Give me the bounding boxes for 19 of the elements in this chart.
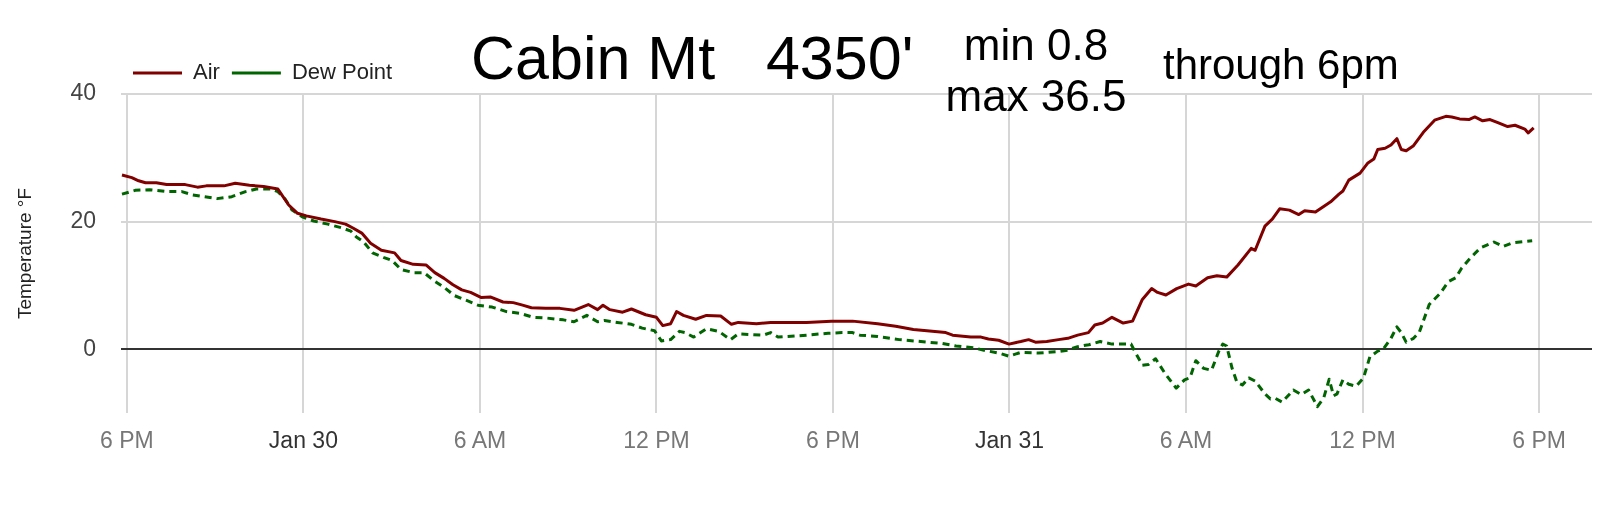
chart-title: Cabin Mt 4350' <box>471 24 914 92</box>
chart-subtitle: through 6pm <box>1163 41 1399 88</box>
x-tick-label: 12 PM <box>1329 427 1396 454</box>
x-tick-label: Jan 31 <box>974 427 1045 454</box>
y-tick-label: 20 <box>70 206 96 233</box>
legend-label: Air <box>193 59 220 85</box>
text: min 0.8 <box>962 19 1110 70</box>
annotation: max 36.5 <box>944 70 1128 121</box>
x-tick-label: 6 PM <box>1512 427 1566 454</box>
x-tick-label: 12 PM <box>623 427 690 454</box>
x-tick-label: 6 AM <box>453 427 507 454</box>
x-tick-label: Jan 30 <box>268 427 338 454</box>
x-tick-label: 6 PM <box>806 427 860 454</box>
x-tick-label: 6 PM <box>100 427 154 454</box>
x-tick-label: 6 AM <box>1159 427 1213 454</box>
legend-label: Dew Point <box>291 59 393 85</box>
y-axis-title: Temperature °F <box>13 187 35 320</box>
y-tick-label: 40 <box>70 79 96 106</box>
y-tick-label: 0 <box>83 334 96 361</box>
